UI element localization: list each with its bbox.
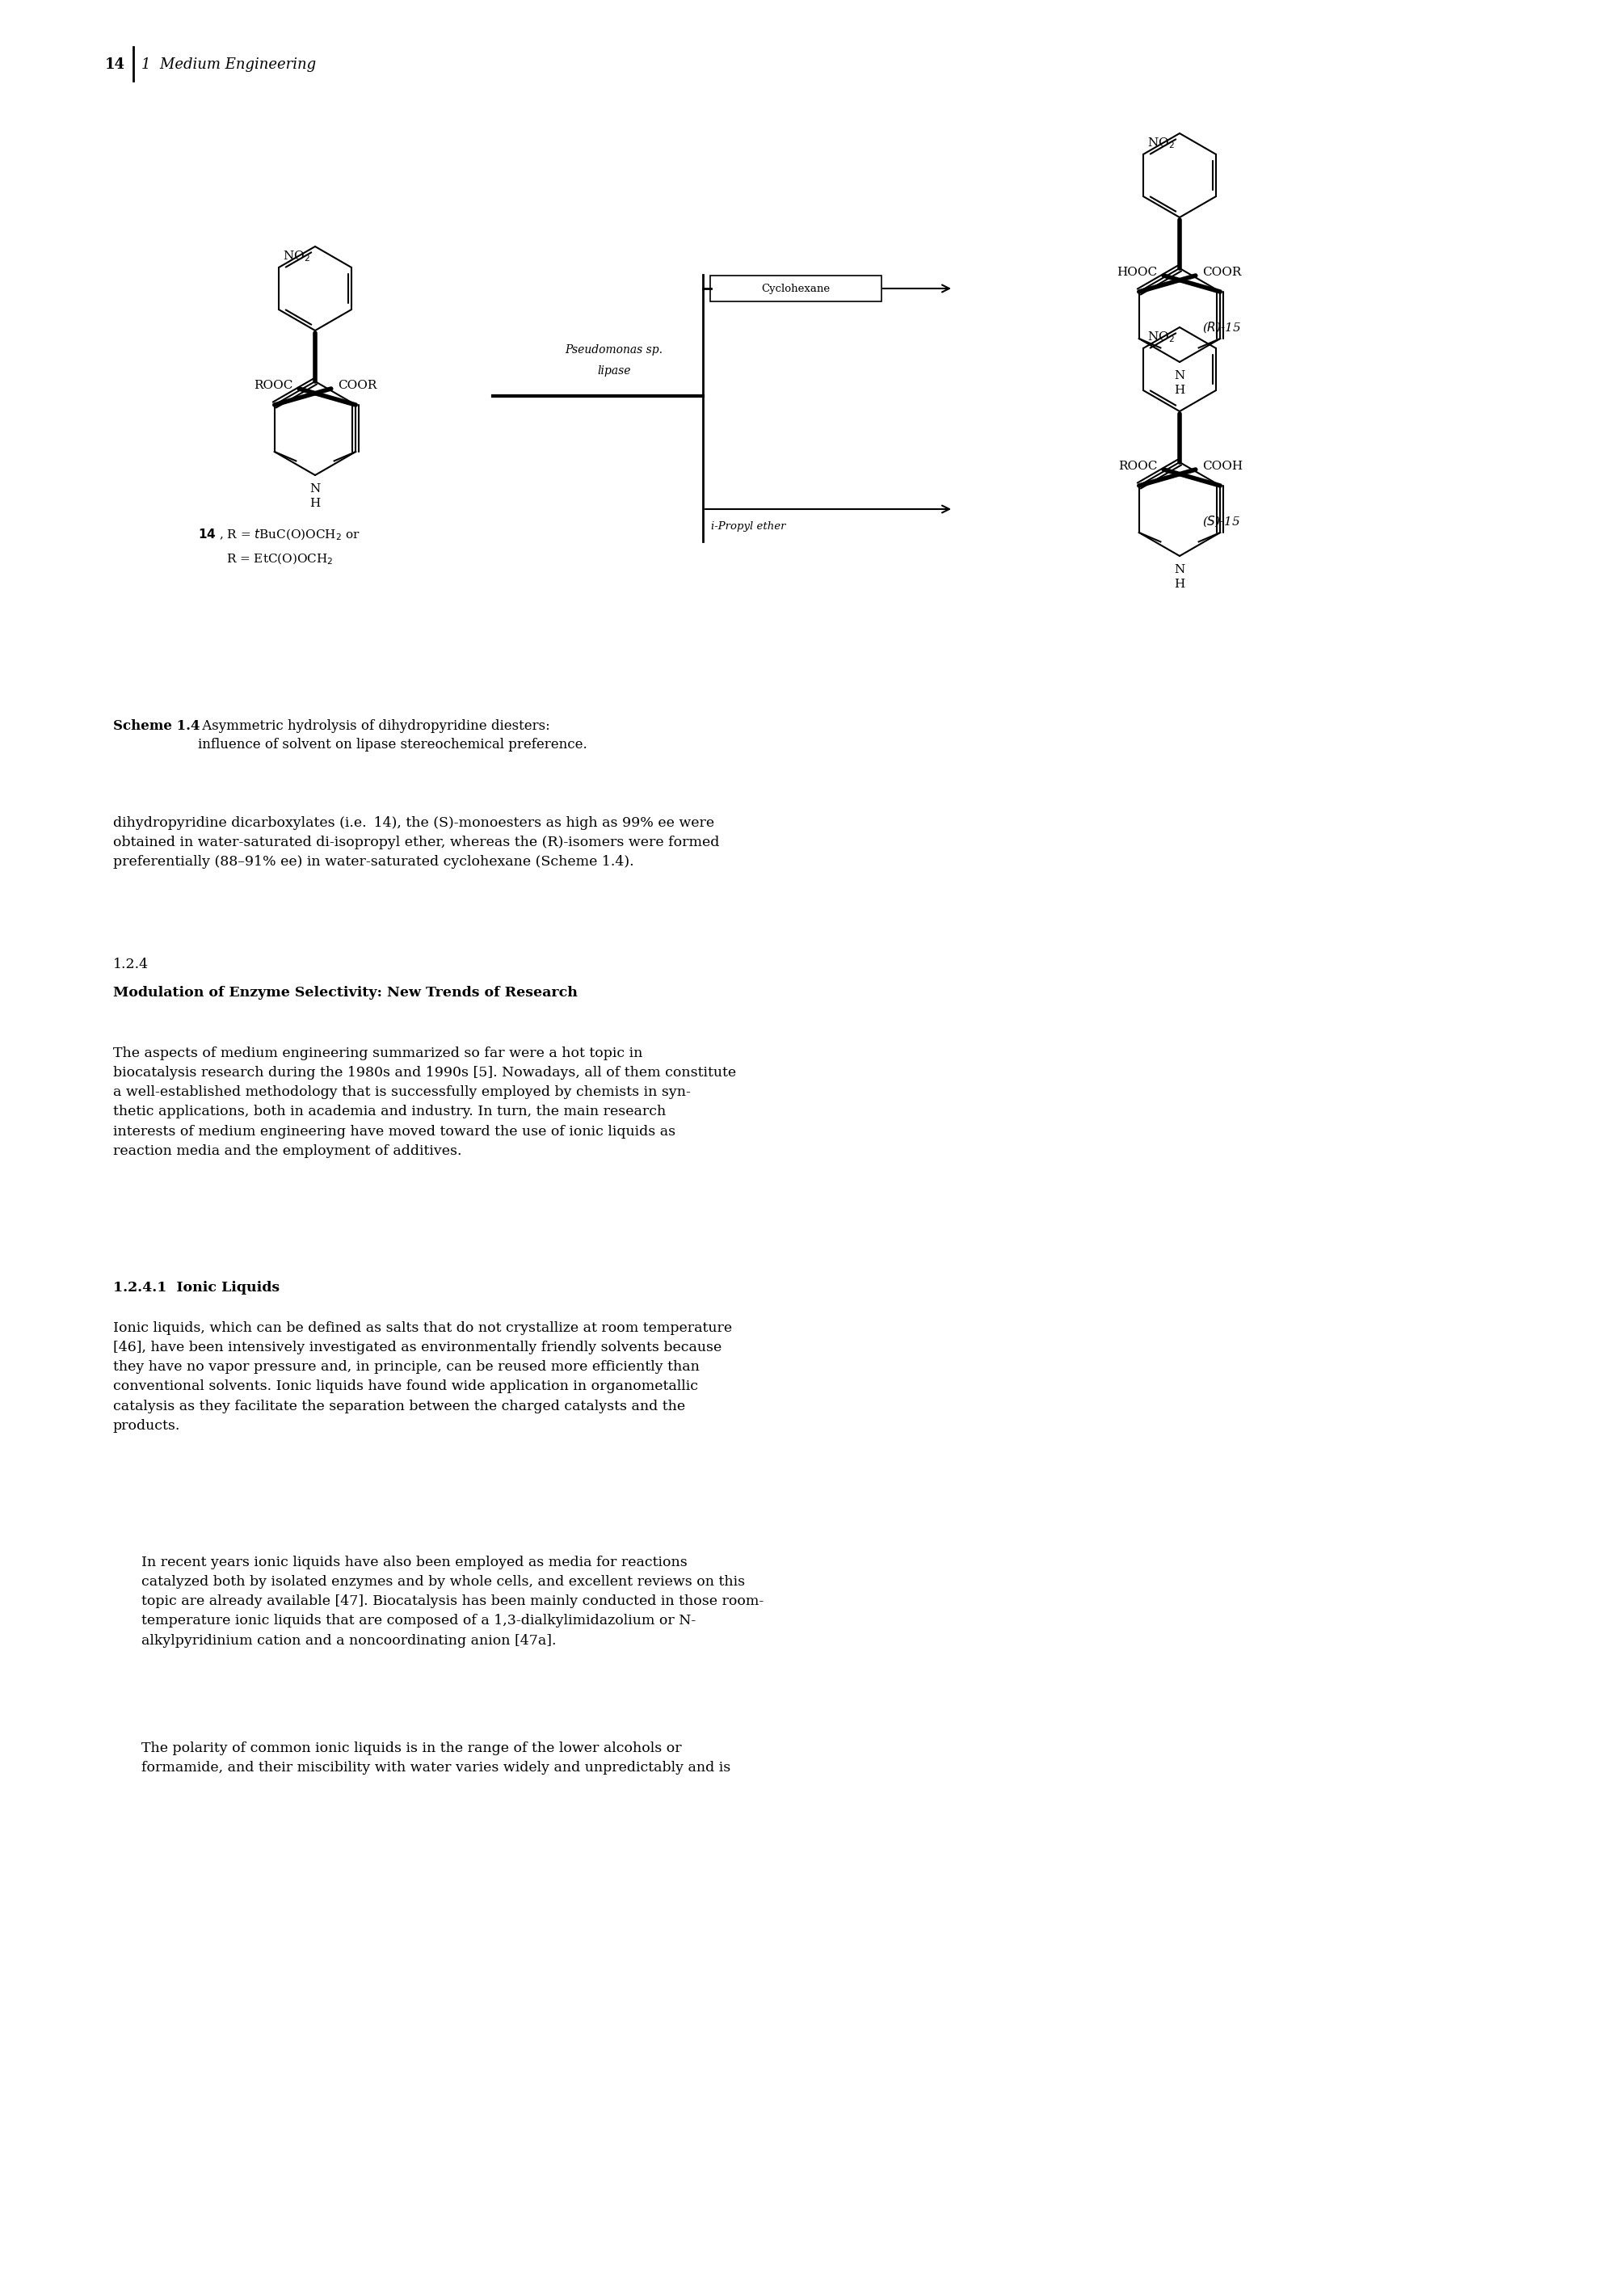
Text: Ionic liquids, which can be defined as salts that do not crystallize at room tem: Ionic liquids, which can be defined as s…: [114, 1322, 732, 1432]
Text: dihydropyridine dicarboxylates (i.e. ⁠ 14​⁠), the (​S​)-monoesters as high as 99: dihydropyridine dicarboxylates (i.e. ⁠ 1…: [114, 816, 719, 868]
Text: Asymmetric hydrolysis of dihydropyridine diesters:
influence of solvent on lipas: Asymmetric hydrolysis of dihydropyridine…: [198, 719, 588, 751]
Text: NO$_2$: NO$_2$: [1147, 330, 1174, 344]
Text: 1.2.4: 1.2.4: [114, 958, 149, 971]
Text: i-Propyl ether: i-Propyl ether: [711, 522, 786, 532]
Text: Pseudomonas sp.: Pseudomonas sp.: [565, 344, 663, 355]
Text: 1.2.4.1  Ionic Liquids: 1.2.4.1 Ionic Liquids: [114, 1281, 279, 1294]
Text: R = EtC(O)OCH$_2$: R = EtC(O)OCH$_2$: [226, 552, 333, 566]
Text: COOH: COOH: [1202, 460, 1242, 472]
Text: NO$_2$: NO$_2$: [1147, 135, 1174, 151]
Text: HOOC: HOOC: [1117, 266, 1158, 277]
Text: N: N: [310, 483, 320, 495]
Text: Scheme 1.4: Scheme 1.4: [114, 719, 200, 733]
Text: lipase: lipase: [598, 364, 630, 376]
Text: COOR: COOR: [1202, 266, 1241, 277]
Text: The aspects of medium engineering summarized so far were a hot topic in
biocatal: The aspects of medium engineering summar…: [114, 1047, 736, 1157]
Text: ($R$)-​⁠​15: ($R$)-​⁠​15: [1202, 321, 1241, 334]
Text: ROOC: ROOC: [253, 380, 292, 392]
Text: $\mathbf{14}$ , R = $t$BuC(O)OCH$_2$ or: $\mathbf{14}$ , R = $t$BuC(O)OCH$_2$ or: [198, 527, 361, 543]
Text: The polarity of common ionic liquids is in the range of the lower alcohols or
fo: The polarity of common ionic liquids is …: [141, 1741, 731, 1776]
Text: 14: 14: [106, 57, 125, 71]
Text: Modulation of Enzyme Selectivity: New Trends of Research: Modulation of Enzyme Selectivity: New Tr…: [114, 985, 578, 999]
Text: In recent years ionic liquids have also been employed as media for reactions
cat: In recent years ionic liquids have also …: [141, 1556, 763, 1647]
Text: N: N: [1174, 564, 1186, 575]
Text: COOR: COOR: [338, 380, 377, 392]
Text: 1  Medium Engineering: 1 Medium Engineering: [141, 57, 317, 71]
Text: H: H: [1174, 385, 1186, 396]
Text: NO$_2$: NO$_2$: [283, 250, 310, 263]
Text: H: H: [1174, 580, 1186, 589]
Text: ROOC: ROOC: [1117, 460, 1158, 472]
Text: N: N: [1174, 371, 1186, 380]
FancyBboxPatch shape: [710, 275, 882, 302]
Text: H: H: [310, 497, 320, 509]
Text: ($S$)-​⁠​15: ($S$)-​⁠​15: [1202, 513, 1241, 529]
Text: Cyclohexane: Cyclohexane: [762, 284, 830, 293]
